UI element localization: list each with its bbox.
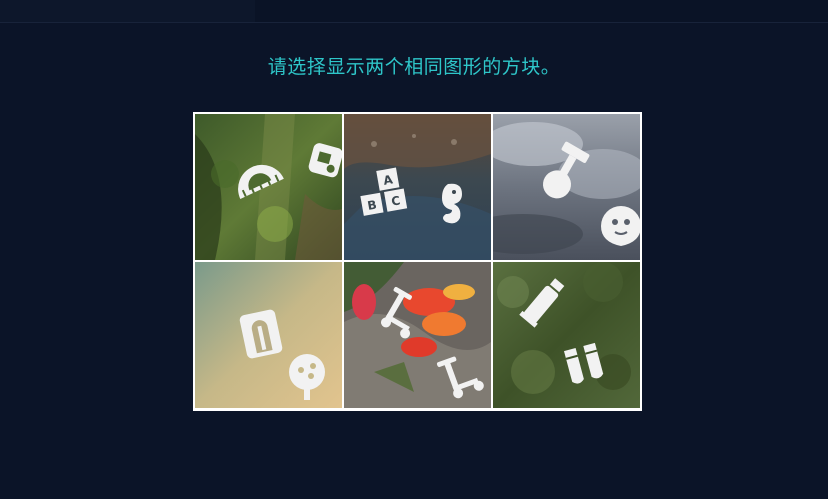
captcha-tile-5[interactable] (344, 262, 491, 408)
captcha-tile-3[interactable] (493, 114, 640, 260)
svg-text:B: B (366, 198, 377, 213)
captcha-grid: A B C (193, 112, 642, 411)
captcha-tile-2[interactable]: A B C (344, 114, 491, 260)
svg-text:C: C (390, 193, 401, 208)
top-bar (0, 0, 828, 23)
tea-set-icon (308, 143, 342, 178)
paint-tube-icon (519, 278, 565, 328)
captcha-tile-1[interactable] (195, 114, 342, 260)
gloves-icon (563, 342, 604, 384)
captcha-tile-6[interactable] (493, 262, 640, 408)
top-bar-tab (0, 0, 255, 22)
pencil-sharpener-icon (239, 309, 283, 359)
seahorse-icon (442, 183, 462, 224)
abc-blocks-icon: A B C (360, 167, 408, 216)
stamp-icon (543, 141, 590, 199)
captcha-instruction: 请选择显示两个相同图形的方块。 (267, 56, 561, 78)
scooter-icon (381, 286, 412, 339)
baby-face-icon (601, 206, 640, 246)
tree-icon (289, 354, 325, 400)
svg-text:A: A (382, 172, 394, 188)
captcha-tile-4[interactable] (195, 262, 342, 408)
scooter-icon (436, 356, 484, 399)
ruler-icon (238, 164, 284, 200)
